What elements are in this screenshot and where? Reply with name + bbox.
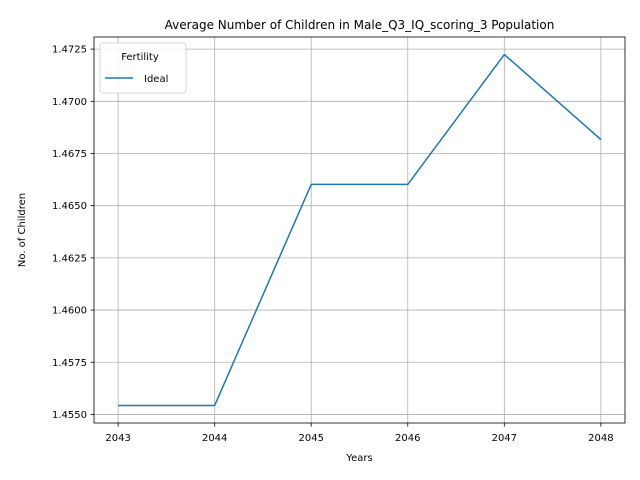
- x-tick-label: 2043: [105, 433, 130, 444]
- plot-frame: [93, 36, 626, 424]
- x-axis-title: Years: [345, 453, 372, 464]
- series-line-ideal: [118, 53, 602, 407]
- legend-label-ideal: Ideal: [144, 74, 168, 85]
- x-tick-label: 2045: [299, 433, 324, 444]
- y-tick-label: 1.4650: [52, 201, 87, 212]
- legend: Fertility Ideal: [99, 42, 187, 94]
- x-tick-label: 2044: [202, 433, 227, 444]
- x-tick-label: 2047: [492, 433, 517, 444]
- x-tick-label: 2048: [588, 433, 613, 444]
- legend-title: Fertility: [121, 52, 159, 63]
- y-tick-label: 1.4700: [52, 97, 87, 108]
- series-layer: [118, 53, 602, 407]
- y-tick-label: 1.4575: [52, 358, 87, 369]
- chart-title: Average Number of Children in Male_Q3_IQ…: [165, 18, 555, 32]
- legend-box: [99, 42, 187, 94]
- x-axis: 2043 2044 2045 2046 2047 2048: [105, 423, 614, 444]
- y-axis: 1.4550 1.4575 1.4600 1.4625 1.4650 1.4675 1.47…: [52, 45, 94, 421]
- y-tick-label: 1.4550: [52, 410, 87, 421]
- grid: [94, 37, 625, 423]
- y-tick-label: 1.4725: [52, 45, 87, 56]
- x-tick-label: 2046: [395, 433, 420, 444]
- y-tick-label: 1.4675: [52, 149, 87, 160]
- y-tick-label: 1.4600: [52, 306, 87, 317]
- y-tick-label: 1.4625: [52, 253, 87, 264]
- y-axis-title: No. of Children: [17, 193, 28, 267]
